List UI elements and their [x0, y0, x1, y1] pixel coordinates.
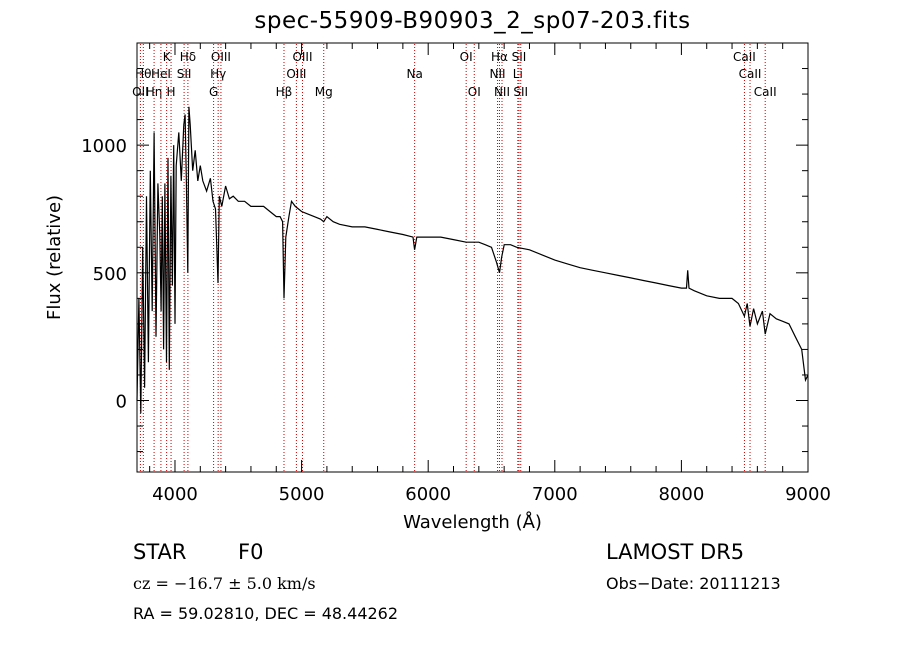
line-marker-label-4: K	[163, 50, 172, 64]
chart-title: spec-55909-B90903_2_sp07-203.fits	[254, 8, 691, 34]
line-marker-label-2: Hη	[146, 85, 163, 99]
line-marker-label-0: OII	[132, 85, 149, 99]
line-marker-label-20: NII	[494, 85, 510, 99]
line-marker-label-7: SII	[177, 67, 192, 81]
object-class-label: STAR	[133, 540, 187, 564]
line-marker-label-21: SII	[512, 50, 527, 64]
x-tick-label-4: 8000	[658, 484, 704, 505]
line-marker-label-22: Li	[513, 67, 523, 81]
x-tick-label-1: 5000	[279, 484, 325, 505]
line-marker-label-10: G	[209, 85, 218, 99]
subclass-label: F0	[238, 540, 264, 564]
line-marker-label-6: Hδ	[180, 50, 196, 64]
line-marker-label-15: Na	[406, 67, 422, 81]
coordinates-readout: RA = 59.02810, DEC = 48.44262	[133, 604, 399, 623]
plot-frame	[136, 42, 809, 473]
line-marker-label-11: Hβ	[276, 85, 293, 99]
line-marker-label-8: OIII	[211, 50, 231, 64]
x-tick-label-3: 7000	[532, 484, 578, 505]
line-marker-label-26: CaII	[754, 85, 777, 99]
line-marker-label-14: Mg	[315, 85, 333, 99]
line-marker-label-9: Hγ	[210, 67, 226, 81]
line-marker-label-17: OI	[468, 85, 481, 99]
x-tick-label-0: 4000	[152, 484, 198, 505]
line-marker-label-19: Hα	[491, 50, 508, 64]
line-marker-label-25: CaII	[739, 67, 762, 81]
y-axis-label: Flux (relative)	[44, 195, 65, 320]
x-axis-label: Wavelength (Å)	[403, 511, 542, 533]
line-marker-label-1: Hθ	[135, 67, 151, 81]
line-marker-label-3: HeI	[151, 67, 171, 81]
spectrum-line	[136, 106, 809, 414]
redshift-readout: cz = −16.7 ± 5.0 km/s	[133, 574, 316, 593]
line-marker-label-13: OIII	[292, 50, 312, 64]
y-tick-label-2: 1000	[81, 136, 127, 157]
line-marker-label-23: SII	[513, 85, 528, 99]
x-tick-label-2: 6000	[405, 484, 451, 505]
survey-label: LAMOST DR5	[606, 540, 745, 564]
line-marker-label-24: CaII	[733, 50, 756, 64]
line-marker-label-12: OIII	[286, 67, 306, 81]
line-marker-label-18: NII	[490, 67, 506, 81]
x-tick-label-5: 9000	[785, 484, 831, 505]
y-tick-label-1: 500	[93, 264, 127, 285]
line-marker-label-16: OI	[460, 50, 473, 64]
line-marker-label-5: H	[167, 85, 176, 99]
y-tick-label-0: 0	[116, 392, 127, 413]
obs-date-readout: Obs−Date: 20111213	[606, 574, 781, 593]
